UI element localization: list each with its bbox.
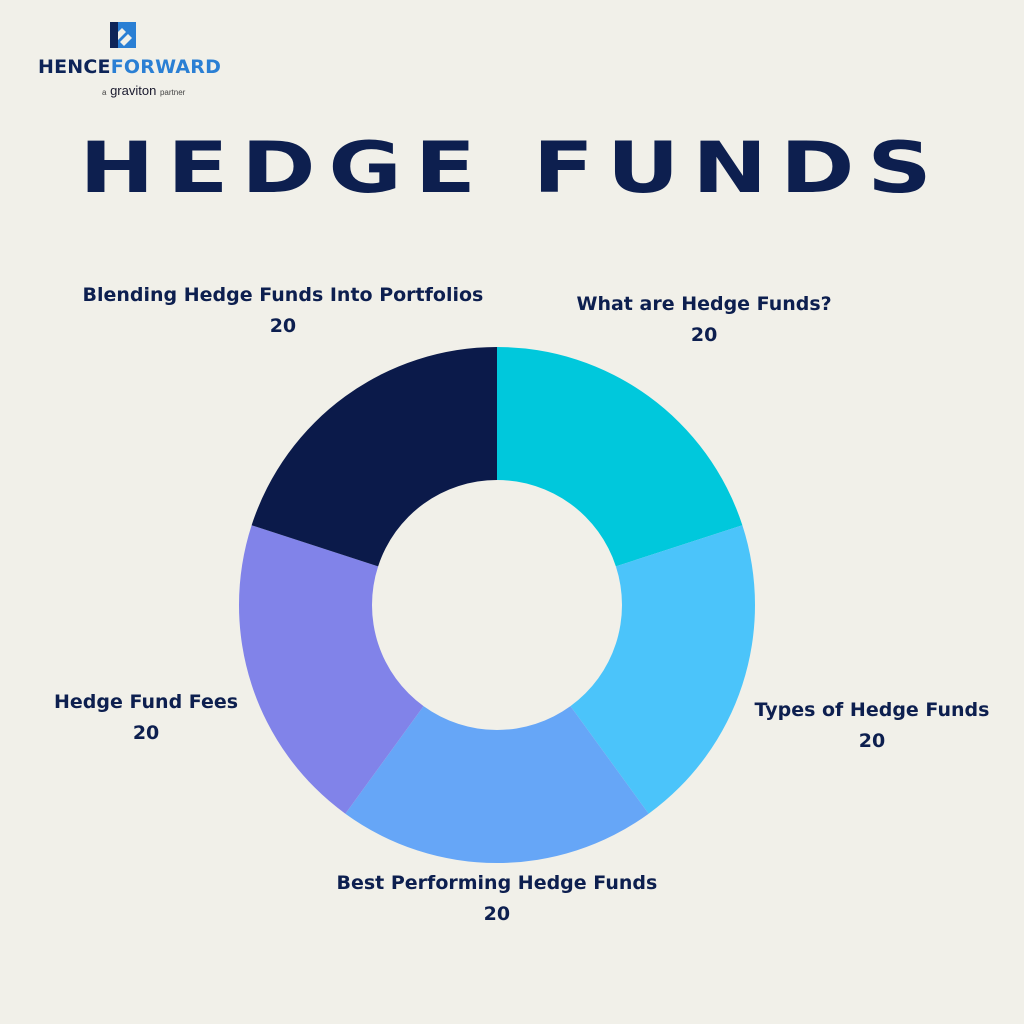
- slice-label-name: Best Performing Hedge Funds: [336, 872, 658, 894]
- logo-word-forward: FORWARD: [110, 56, 222, 78]
- slice-label-name: What are Hedge Funds?: [576, 293, 832, 315]
- slice-label-value: 20: [483, 903, 511, 925]
- slice-label-blending-hedge-funds-into-portfolios: Blending Hedge Funds Into Portfolios 20: [83, 280, 484, 342]
- slice-label-value: 20: [132, 722, 160, 744]
- slice-label-value: 20: [858, 730, 886, 752]
- logo-word-hence: HENCE: [38, 56, 111, 78]
- brand-logo[interactable]: HENCEFORWARD a graviton partner: [38, 20, 221, 110]
- logo-tagline-suffix: partner: [159, 88, 186, 97]
- slice-label-types-of-hedge-funds: Types of Hedge Funds 20: [755, 695, 990, 757]
- slice-what-are-hedge-funds[interactable]: [497, 347, 743, 567]
- slice-label-value: 20: [269, 315, 297, 337]
- slice-label-value: 20: [690, 324, 718, 346]
- slice-label-name: Types of Hedge Funds: [754, 699, 990, 721]
- slice-types-of-hedge-funds[interactable]: [570, 525, 755, 814]
- logo-tagline-prefix: a: [102, 88, 107, 97]
- slice-label-what-are-hedge-funds: What are Hedge Funds? 20: [577, 289, 832, 351]
- logo-wordmark: HENCEFORWARD: [38, 56, 221, 78]
- slice-best-performing-hedge-funds[interactable]: [345, 706, 649, 863]
- slice-label-hedge-fund-fees: Hedge Fund Fees 20: [54, 687, 238, 749]
- logo-tagline-brand: graviton: [110, 83, 157, 98]
- slice-blending-hedge-funds-into-portfolios[interactable]: [251, 347, 497, 567]
- slice-label-name: Hedge Fund Fees: [54, 691, 239, 713]
- slice-hedge-fund-fees[interactable]: [239, 525, 424, 814]
- page-title: HEDGE FUNDS: [79, 127, 945, 209]
- slice-label-name: Blending Hedge Funds Into Portfolios: [82, 284, 484, 306]
- slice-label-best-performing-hedge-funds: Best Performing Hedge Funds 20: [337, 868, 658, 930]
- logo-tagline: a graviton partner: [102, 83, 185, 98]
- logo-mark-icon: [110, 22, 136, 48]
